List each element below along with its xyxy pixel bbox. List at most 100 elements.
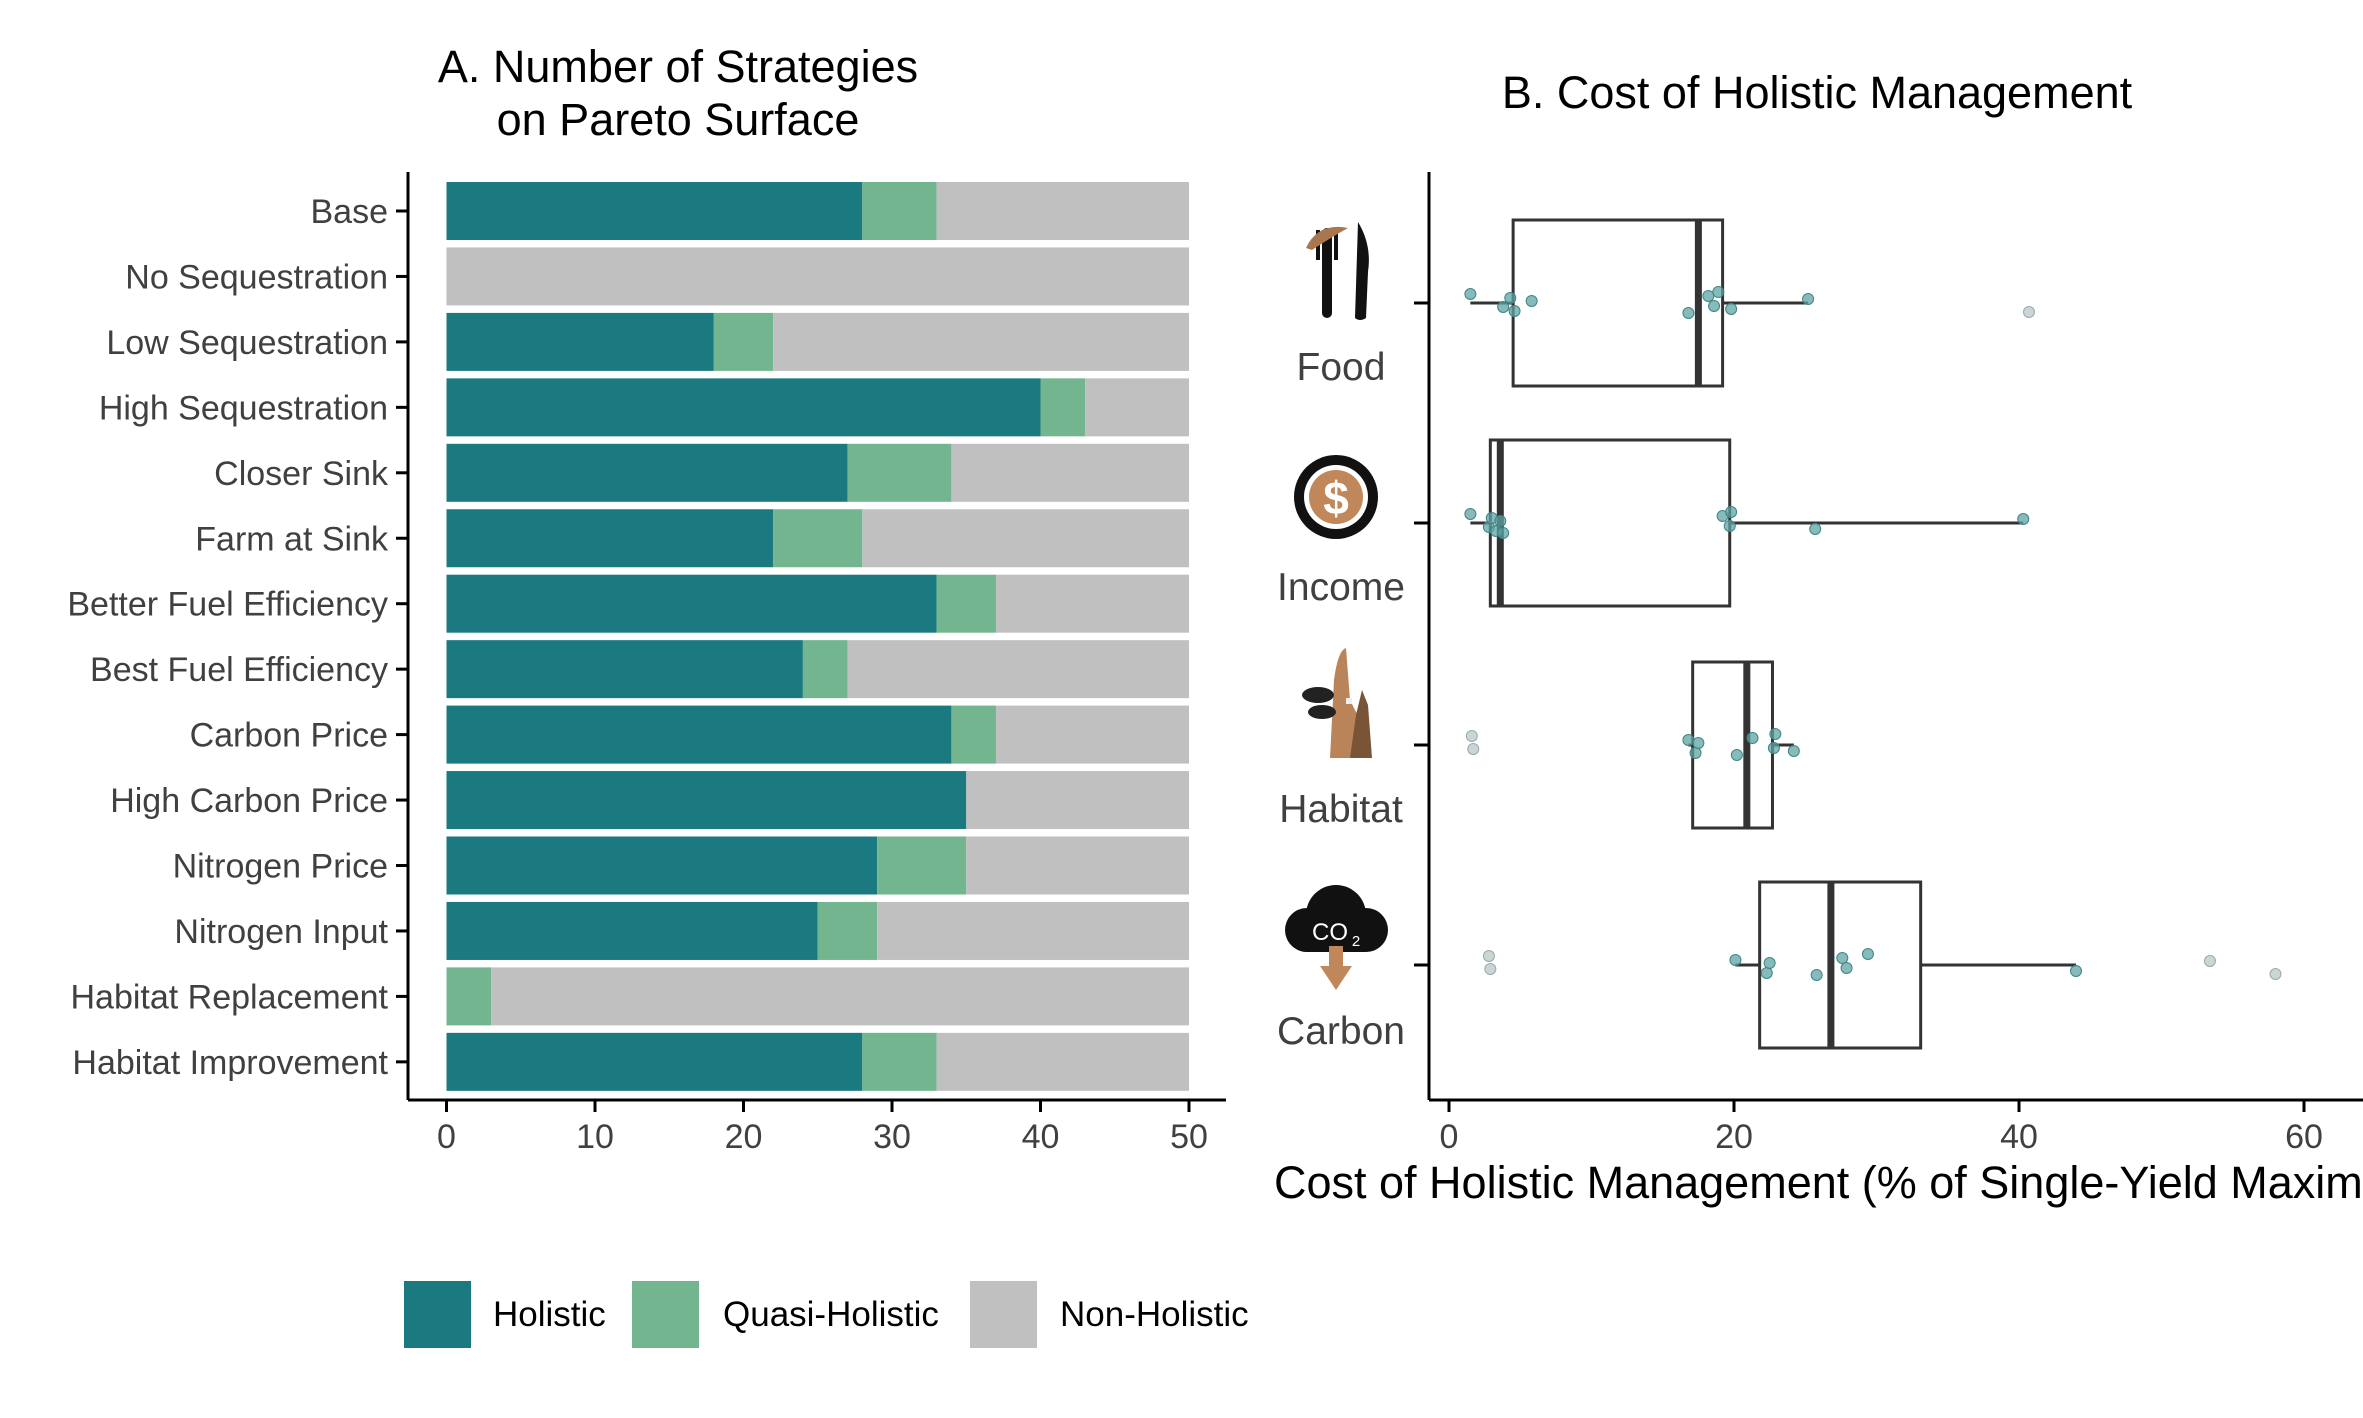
bar-nitrogen-price-non-holistic: [966, 836, 1189, 895]
box-plot: [1414, 218, 2282, 1050]
box-label-habitat: Habitat: [1279, 788, 1403, 831]
data-point-carbon: [2269, 968, 2282, 980]
bar-nitrogen-price-holistic: [446, 836, 878, 895]
data-point-habitat: [1689, 747, 1702, 759]
data-point-habitat: [1682, 734, 1695, 746]
panel-a-title-line1: A. Number of Strategies: [438, 41, 918, 92]
bar-base-quasi-holistic: [862, 182, 937, 240]
box-label-food: Food: [1297, 346, 1386, 389]
data-point-food: [1802, 293, 1815, 305]
data-point-habitat: [1767, 742, 1780, 754]
legend-label-non-holistic: Non-Holistic: [1060, 1295, 1249, 1334]
x-tick-label-b: 40: [2000, 1118, 2038, 1156]
bar-habitat-improvement-holistic: [446, 1032, 863, 1091]
data-point-income: [1494, 515, 1507, 527]
x-axis-label: Cost of Holistic Management (% of Single…: [1274, 1157, 2363, 1208]
data-point-carbon: [1484, 963, 1497, 975]
x-ticks-b: 0 20 40 60: [1440, 1100, 2323, 1156]
data-point-food: [1464, 288, 1477, 300]
data-point-habitat: [1467, 743, 1480, 755]
category-label: Carbon Price: [190, 717, 388, 755]
bar-best-fuel-efficiency-quasi-holistic: [802, 640, 848, 699]
animals-icon: [1302, 648, 1372, 758]
data-point-food: [1712, 286, 1725, 298]
fork-knife-icon: [1306, 222, 1369, 320]
bar-high-sequestration-holistic: [446, 378, 1041, 437]
category-label: Nitrogen Input: [174, 913, 388, 951]
data-point-carbon: [1810, 969, 1823, 981]
legend-swatch-holistic: [404, 1281, 471, 1348]
x-tick-label-b: 60: [2285, 1118, 2323, 1156]
data-point-food: [1504, 292, 1517, 304]
data-point-income: [1725, 506, 1738, 518]
bar-closer-sink-quasi-holistic: [847, 443, 952, 502]
data-point-income: [1497, 527, 1510, 539]
bar-habitat-replacement-non-holistic: [491, 967, 1189, 1026]
bar-carbon-price-non-holistic: [995, 705, 1189, 764]
bar-farm-at-sink-quasi-holistic: [773, 509, 863, 568]
bar-carbon-price-holistic: [446, 705, 952, 764]
svg-text:$: $: [1323, 472, 1349, 524]
box-label-carbon: Carbon: [1277, 1010, 1405, 1053]
bar-closer-sink-holistic: [446, 443, 848, 502]
category-label: Better Fuel Efficiency: [67, 586, 388, 624]
panel-a: A. Number of Strategies on Pareto Surfac…: [67, 41, 1249, 1348]
bar-better-fuel-efficiency-quasi-holistic: [936, 574, 996, 633]
data-point-food: [1508, 305, 1521, 317]
data-point-income: [1723, 520, 1736, 532]
data-point-carbon: [1729, 954, 1742, 966]
bar-base-holistic: [446, 182, 863, 240]
category-label: High Sequestration: [99, 389, 388, 427]
data-point-food: [1682, 307, 1695, 319]
data-point-carbon: [1760, 967, 1773, 979]
bar-best-fuel-efficiency-holistic: [446, 640, 803, 699]
box-label-income: Income: [1277, 566, 1405, 609]
bar-habitat-improvement-quasi-holistic: [862, 1032, 937, 1091]
bar-base-non-holistic: [936, 182, 1189, 240]
x-tick-label: 50: [1170, 1118, 1208, 1156]
data-point-income: [1809, 523, 1822, 535]
x-ticks: 0 10 20 30 40 50: [437, 1100, 1208, 1156]
data-point-food: [1708, 300, 1721, 312]
bar-carbon-price-quasi-holistic: [951, 705, 996, 764]
bar-high-carbon-price-holistic: [446, 771, 967, 830]
co2-cloud-icon: CO 2: [1285, 885, 1388, 990]
data-point-carbon: [1840, 962, 1853, 974]
bar-high-sequestration-quasi-holistic: [1040, 378, 1086, 437]
panel-a-title-line2: on Pareto Surface: [497, 94, 860, 145]
bar-low-sequestration-holistic: [446, 312, 714, 371]
box-income: [1488, 438, 1732, 608]
dollar-coin-icon: $: [1294, 455, 1378, 539]
bar-farm-at-sink-holistic: [446, 509, 774, 568]
data-point-income: [2017, 513, 2030, 525]
x-tick-label: 20: [725, 1118, 763, 1156]
data-point-carbon: [1836, 952, 1849, 964]
category-label: Base: [311, 193, 389, 231]
bar-no-sequestration-non-holistic: [446, 247, 1189, 306]
data-point-income: [1464, 508, 1477, 520]
x-tick-label-b: 0: [1440, 1118, 1459, 1156]
category-label: No Sequestration: [125, 258, 388, 296]
x-tick-label: 0: [437, 1118, 456, 1156]
category-label: Farm at Sink: [195, 520, 389, 558]
bar-nitrogen-input-quasi-holistic: [817, 901, 878, 960]
bar-best-fuel-efficiency-non-holistic: [847, 640, 1189, 699]
bar-farm-at-sink-non-holistic: [862, 509, 1189, 568]
data-point-carbon: [2203, 955, 2216, 967]
co2-text: CO: [1312, 919, 1348, 946]
x-tick-label: 10: [576, 1118, 614, 1156]
bar-closer-sink-non-holistic: [951, 443, 1189, 502]
bar-nitrogen-price-quasi-holistic: [877, 836, 967, 895]
data-point-food: [1702, 290, 1715, 302]
box-carbon: [1758, 880, 1923, 1050]
box-habitat: [1691, 660, 1774, 830]
bar-better-fuel-efficiency-holistic: [446, 574, 937, 633]
data-point-carbon: [2070, 965, 2082, 977]
co2-subscript: 2: [1352, 933, 1360, 950]
data-point-food: [2022, 306, 2035, 318]
data-point-carbon: [1763, 957, 1776, 969]
x-tick-label: 40: [1022, 1118, 1060, 1156]
category-label: Habitat Improvement: [72, 1044, 388, 1082]
legend-label-quasi-holistic: Quasi-Holistic: [723, 1295, 939, 1334]
